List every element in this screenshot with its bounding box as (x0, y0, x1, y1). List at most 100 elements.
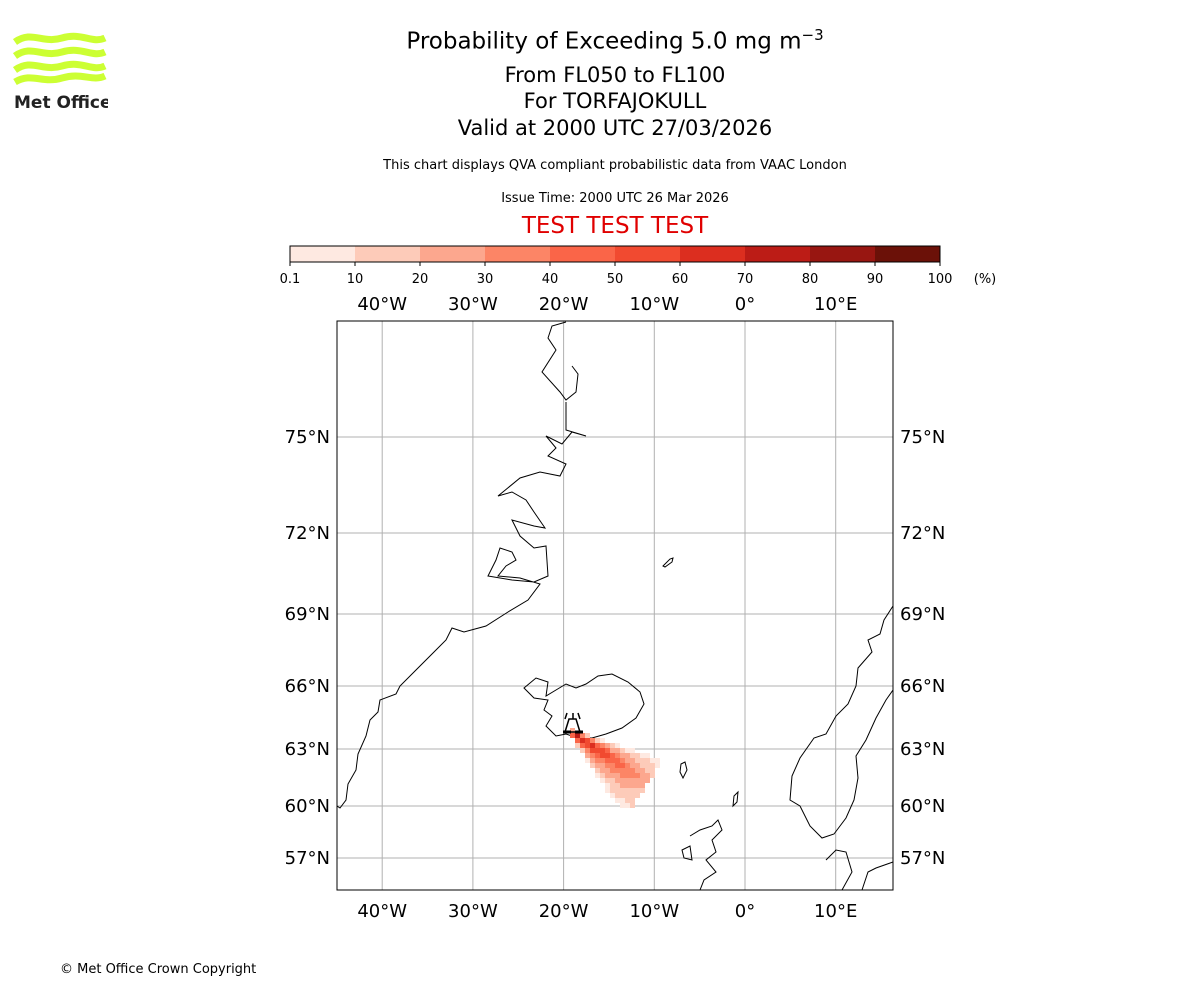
plume-cell (605, 773, 610, 778)
plume-cell (650, 773, 655, 778)
colorbar-tick-label: 60 (672, 272, 689, 287)
norway-coast (789, 605, 893, 839)
plume-cell (645, 753, 650, 758)
colorbar-bin (485, 246, 550, 262)
plume-cell (615, 768, 620, 773)
latitude-label: 60°N (900, 796, 945, 817)
title-superscript: −3 (801, 26, 824, 44)
longitude-label: 10°W (629, 294, 679, 315)
latitude-label: 57°N (285, 848, 330, 869)
plume-cell (615, 783, 620, 788)
plume-cell (615, 763, 620, 768)
logo-text: Met Office (14, 93, 108, 112)
plume-cell (625, 788, 630, 793)
plume-cell (620, 788, 625, 793)
plume-cell (630, 748, 635, 753)
plume-cell (575, 738, 580, 743)
latitude-label: 57°N (900, 848, 945, 869)
longitude-label: 10°W (629, 901, 679, 922)
plume-cell (630, 803, 635, 808)
plume-cell (590, 738, 595, 743)
plume-cell (640, 753, 645, 758)
plume-cell (635, 778, 640, 783)
latitude-label: 75°N (900, 427, 945, 448)
plume-cell (585, 758, 590, 763)
latitude-label: 63°N (285, 739, 330, 760)
latitude-label: 63°N (900, 739, 945, 760)
plume-cell (610, 778, 615, 783)
iceland-coast (523, 673, 645, 739)
plume-cell (610, 753, 615, 758)
plume-cell (615, 773, 620, 778)
plume-cell (610, 773, 615, 778)
volcano-name: For TORFAJOKULL (523, 89, 707, 113)
plume-cell (605, 758, 610, 763)
greenland-coast (337, 321, 587, 809)
latitude-label: 69°N (285, 604, 330, 625)
longitude-label: 20°W (539, 294, 589, 315)
plume-cell (585, 753, 590, 758)
plume-cell (635, 793, 640, 798)
colorbar-bin (420, 246, 485, 262)
plume-cell (620, 778, 625, 783)
plume-cell (625, 803, 630, 808)
colorbar-tick-label: 70 (737, 272, 754, 287)
plume-cell (585, 748, 590, 753)
plume-cell (600, 758, 605, 763)
plume-cell (625, 758, 630, 763)
plume-cell (585, 733, 590, 738)
plume-cell (615, 753, 620, 758)
plume-cell (595, 738, 600, 743)
plume-cell (610, 768, 615, 773)
plume-cell (615, 793, 620, 798)
plume-cell (625, 748, 630, 753)
colorbar-tick-label: 20 (412, 272, 429, 287)
plume-cell (655, 763, 660, 768)
plume-cell (570, 733, 575, 738)
plume-cell (610, 793, 615, 798)
plume-cell (610, 763, 615, 768)
plume-cell (580, 733, 585, 738)
plume-cell (635, 753, 640, 758)
plume-cell (615, 788, 620, 793)
map-frame (336, 320, 894, 891)
longitude-label: 0° (735, 294, 755, 315)
plume-cell (600, 743, 605, 748)
denmark-coast (825, 849, 893, 890)
longitude-label: 20°W (539, 901, 589, 922)
plume-cell (620, 753, 625, 758)
colorbar-bin (810, 246, 875, 262)
plume-cell (630, 768, 635, 773)
colorbar-tick-label: 80 (802, 272, 819, 287)
plume-cell (585, 738, 590, 743)
plume-cell (645, 773, 650, 778)
plume-cell (605, 778, 610, 783)
plume-cell (630, 793, 635, 798)
colorbar-bin (290, 246, 355, 262)
colorbar-bin (680, 246, 745, 262)
plume-cell (605, 788, 610, 793)
valid-time: Valid at 2000 UTC 27/03/2026 (457, 116, 773, 140)
plume-cell (630, 763, 635, 768)
colorbar-bin (615, 246, 680, 262)
latitude-label: 60°N (285, 796, 330, 817)
plume-cell (600, 738, 605, 743)
plume-cell (605, 753, 610, 758)
plume-cell (605, 768, 610, 773)
plume-cell (625, 778, 630, 783)
copyright: © Met Office Crown Copyright (60, 962, 257, 977)
plume-cell (625, 773, 630, 778)
plume-cell (635, 783, 640, 788)
plume-cell (585, 743, 590, 748)
map-area: 40°W 40°W 30°W 30°W 20°W 20°W 10°W 10°W 0° 0° 10°E… (285, 294, 946, 922)
faroes-coast (679, 761, 688, 780)
plume-cell (595, 773, 600, 778)
plume-cell (640, 783, 645, 788)
plume-cell (595, 763, 600, 768)
plume-cell (605, 748, 610, 753)
title-text: Probability of Exceeding 5.0 mg m (406, 28, 802, 55)
plume-cell (635, 773, 640, 778)
plume-cell (640, 758, 645, 763)
plume-cell (570, 728, 575, 733)
plume-cell (620, 783, 625, 788)
